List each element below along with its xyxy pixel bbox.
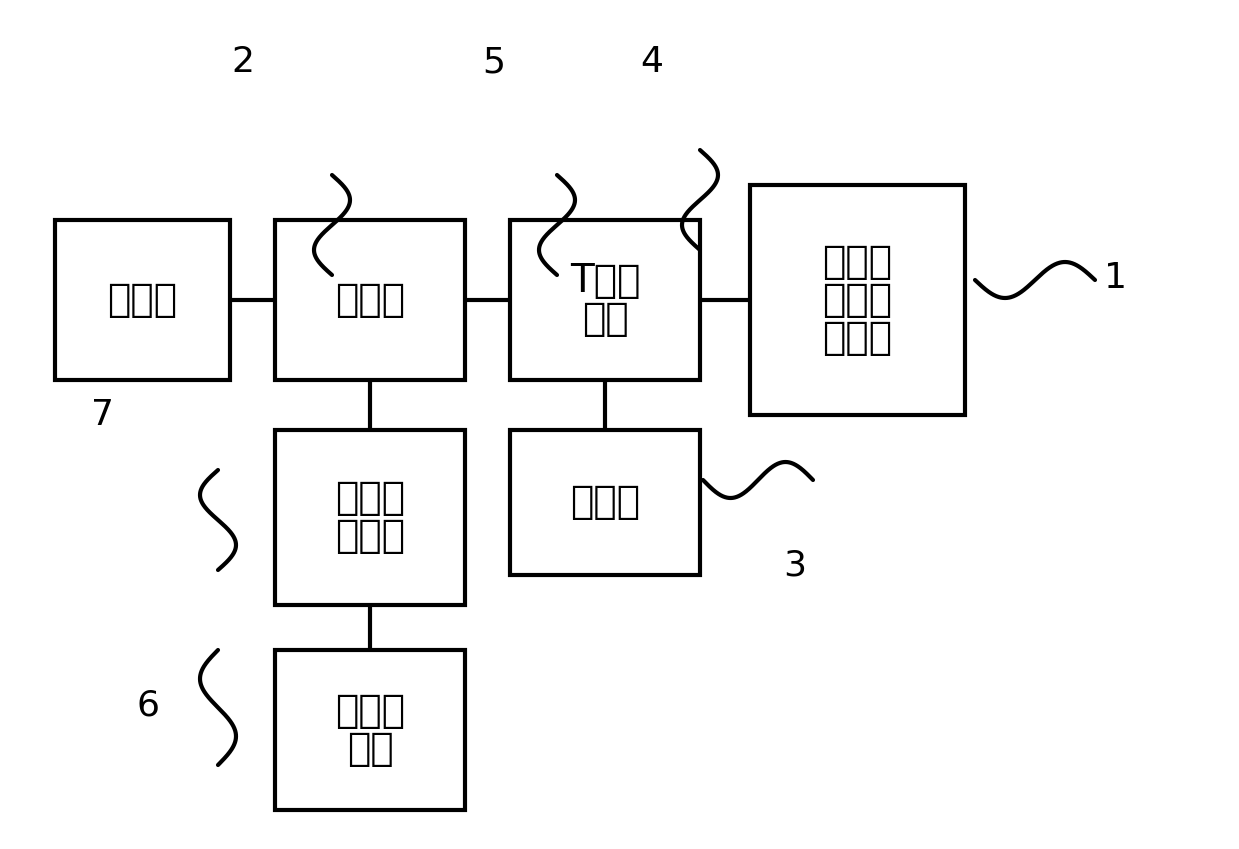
Text: 环形器: 环形器	[335, 281, 405, 319]
Bar	[275, 220, 465, 380]
Text: T型偏: T型偏	[570, 262, 641, 300]
Text: 直流源: 直流源	[570, 483, 641, 521]
Text: 析仪: 析仪	[347, 730, 393, 768]
Bar	[275, 650, 465, 810]
Text: 2: 2	[232, 45, 254, 79]
Bar	[275, 430, 465, 605]
Text: 激光器: 激光器	[823, 319, 892, 357]
Bar	[55, 220, 230, 380]
Bar	[510, 220, 700, 380]
Bar	[750, 185, 965, 415]
Text: 1: 1	[1104, 261, 1126, 295]
Text: 射频源: 射频源	[108, 281, 177, 319]
Text: 太赫兹: 太赫兹	[823, 243, 892, 281]
Bar	[510, 430, 700, 575]
Text: 7: 7	[92, 398, 114, 432]
Text: 量子级: 量子级	[823, 281, 892, 319]
Text: 5: 5	[482, 45, 506, 79]
Text: 6: 6	[136, 688, 160, 722]
Text: 低噪声: 低噪声	[335, 480, 405, 518]
Text: 3: 3	[783, 548, 807, 582]
Text: 置器: 置器	[581, 300, 628, 338]
Text: 频谱分: 频谱分	[335, 692, 405, 730]
Text: 放大器: 放大器	[335, 518, 405, 555]
Text: 4: 4	[641, 45, 664, 79]
